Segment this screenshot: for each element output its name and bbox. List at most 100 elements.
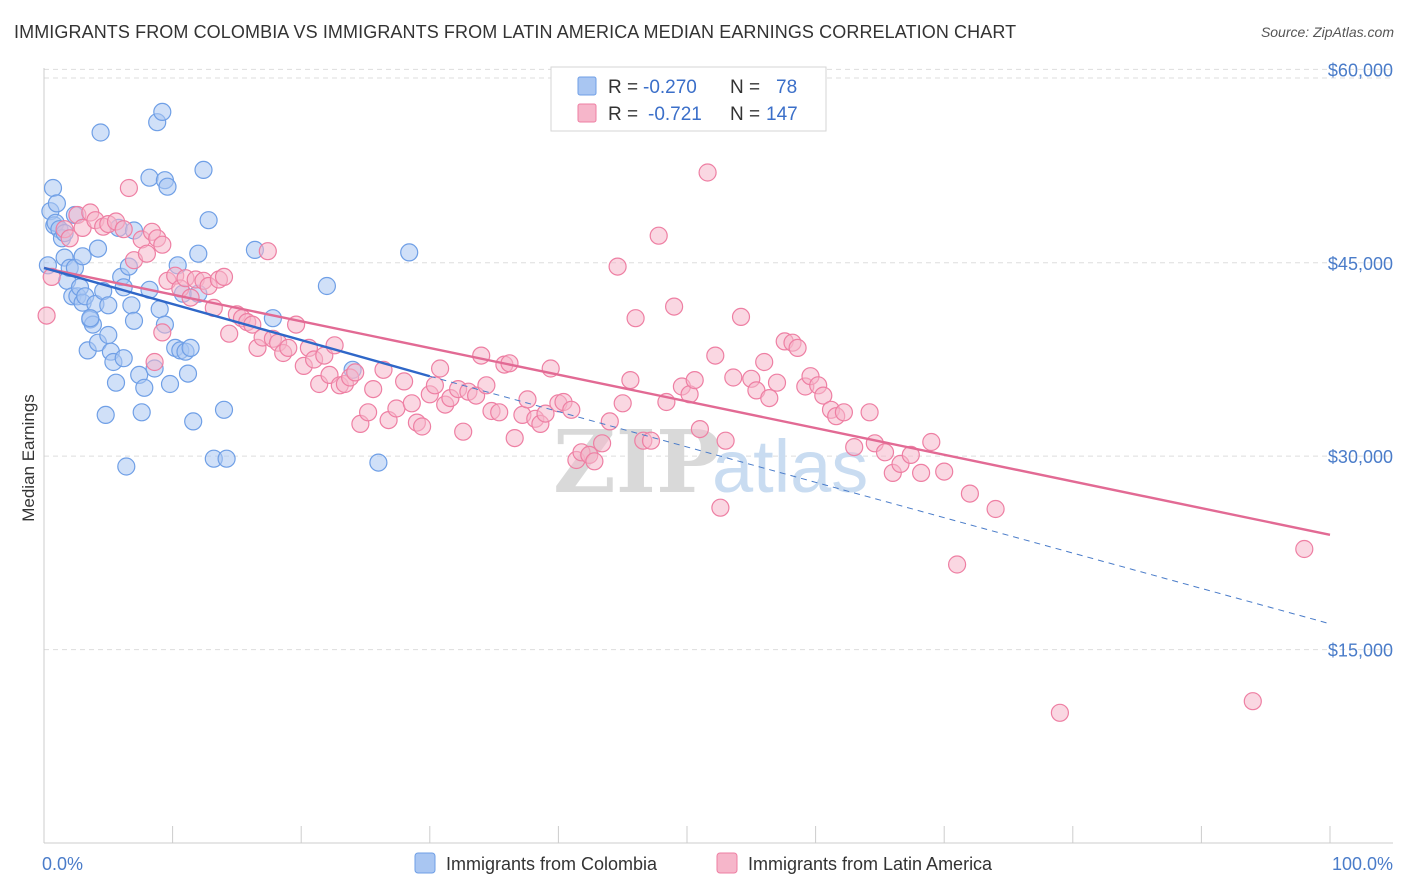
latam-point-130	[860, 403, 879, 422]
latam-point-137	[922, 432, 941, 452]
colombia-point-50	[158, 177, 177, 196]
colombia-point-59	[199, 211, 218, 230]
latam-point-106	[685, 371, 704, 390]
chart-title: IMMIGRANTS FROM COLOMBIA VS IMMIGRANTS F…	[14, 22, 1017, 42]
latam-point-141	[986, 499, 1005, 519]
colombia-point-24	[96, 405, 115, 424]
colombia-point-65	[317, 276, 336, 296]
latam-point-97	[621, 371, 640, 390]
legend-r-value-latam: -0.721	[648, 104, 702, 125]
latam-point-73	[472, 346, 491, 365]
latam-point-56	[364, 380, 383, 399]
latam-point-74	[477, 376, 496, 395]
legend-n-value-colombia: 78	[776, 77, 797, 98]
latam-point-94	[600, 412, 619, 431]
bottom-legend: Immigrants from Colombia Immigrants from…	[414, 852, 993, 874]
latam-point-118	[767, 373, 787, 392]
colombia-point-32	[117, 457, 136, 476]
latam-point-0	[37, 306, 56, 325]
colombia-point-47	[153, 102, 172, 122]
latam-point-116	[755, 352, 774, 372]
colombia-point-25	[99, 296, 118, 315]
colombia-point-2	[43, 178, 63, 198]
latam-point-136	[911, 463, 931, 482]
latam-point-113	[731, 307, 751, 326]
legend-n-value-latam: 147	[766, 104, 798, 125]
latam-point-121	[788, 338, 807, 357]
y-tick-label-30000: $30,000	[1328, 447, 1393, 467]
colombia-point-73	[114, 278, 133, 297]
colombia-point-71	[73, 247, 92, 266]
colombia-point-35	[124, 311, 144, 330]
series-latam-points	[37, 163, 1314, 722]
latam-point-138	[935, 462, 954, 481]
legend-box	[550, 66, 827, 132]
colombia-point-64	[263, 309, 282, 328]
bottom-legend-label-latam: Immigrants from Latin America	[748, 854, 993, 874]
top-legend: R = -0.270 N = 78 R = -0.721 N = 147	[550, 66, 827, 132]
latam-point-79	[505, 429, 524, 448]
y-tick-label-45000: $45,000	[1328, 254, 1393, 274]
latam-point-63	[413, 417, 432, 436]
y-tick-label-15000: $15,000	[1328, 641, 1393, 661]
colombia-point-76	[99, 325, 118, 345]
legend-r-label-latam: R =	[608, 104, 638, 125]
y-axis-label: Median Earnings	[19, 394, 38, 522]
y-axis-tick-labels: $15,000 $30,000 $45,000 $60,000	[1328, 60, 1393, 660]
latam-point-93	[592, 434, 612, 453]
latam-point-96	[613, 394, 632, 413]
legend-r-label-colombia: R =	[608, 77, 638, 98]
colombia-point-67	[369, 453, 388, 472]
latam-point-98	[626, 309, 645, 328]
watermark-atlas: atlas	[712, 425, 868, 508]
latam-point-65	[425, 376, 444, 395]
latam-point-132	[875, 443, 895, 462]
latam-point-146	[145, 352, 164, 372]
latam-point-110	[711, 498, 730, 517]
colombia-point-77	[81, 309, 100, 328]
latam-point-92	[585, 452, 604, 471]
colombia-point-54	[178, 364, 198, 383]
latam-point-139	[947, 555, 967, 574]
latam-point-144	[1295, 539, 1314, 559]
source-label: Source: ZipAtlas.com	[1260, 24, 1394, 40]
latam-point-18	[153, 235, 172, 254]
colombia-point-31	[114, 349, 133, 368]
latam-point-11	[114, 220, 133, 239]
x-tick-label-min: 0.0%	[42, 854, 83, 874]
latam-point-125	[814, 386, 833, 405]
latam-point-88	[562, 400, 581, 419]
latam-point-55	[359, 403, 378, 422]
legend-swatch-latam	[577, 103, 597, 123]
latam-point-128	[834, 403, 854, 422]
trend-line-colombia	[43, 266, 431, 378]
latam-point-60	[395, 372, 414, 391]
latam-point-66	[431, 359, 450, 378]
legend-n-label-latam: N =	[730, 104, 760, 125]
colombia-point-34	[122, 296, 141, 315]
latam-point-107	[690, 420, 710, 439]
latam-point-95	[608, 257, 627, 276]
latam-point-143	[1243, 692, 1262, 711]
colombia-point-37	[132, 403, 151, 422]
latam-point-108	[698, 163, 717, 182]
trend-lines	[43, 266, 1331, 625]
latam-point-103	[664, 297, 684, 316]
x-tick-label-max: 100.0%	[1332, 854, 1393, 874]
latam-point-41	[279, 338, 298, 357]
latam-point-76	[490, 403, 509, 422]
latam-point-59	[387, 399, 406, 418]
bottom-legend-swatch-latam	[716, 852, 738, 874]
latam-point-112	[724, 368, 743, 387]
colombia-point-43	[160, 374, 180, 394]
latam-point-53	[346, 363, 365, 382]
latam-point-29	[214, 267, 234, 286]
legend-swatch-colombia	[577, 76, 597, 96]
colombia-point-68	[400, 243, 419, 262]
latam-point-145	[153, 323, 172, 342]
colombia-point-62	[217, 449, 236, 468]
latam-point-129	[845, 438, 864, 457]
colombia-point-55	[181, 338, 200, 357]
latam-point-81	[518, 390, 537, 409]
